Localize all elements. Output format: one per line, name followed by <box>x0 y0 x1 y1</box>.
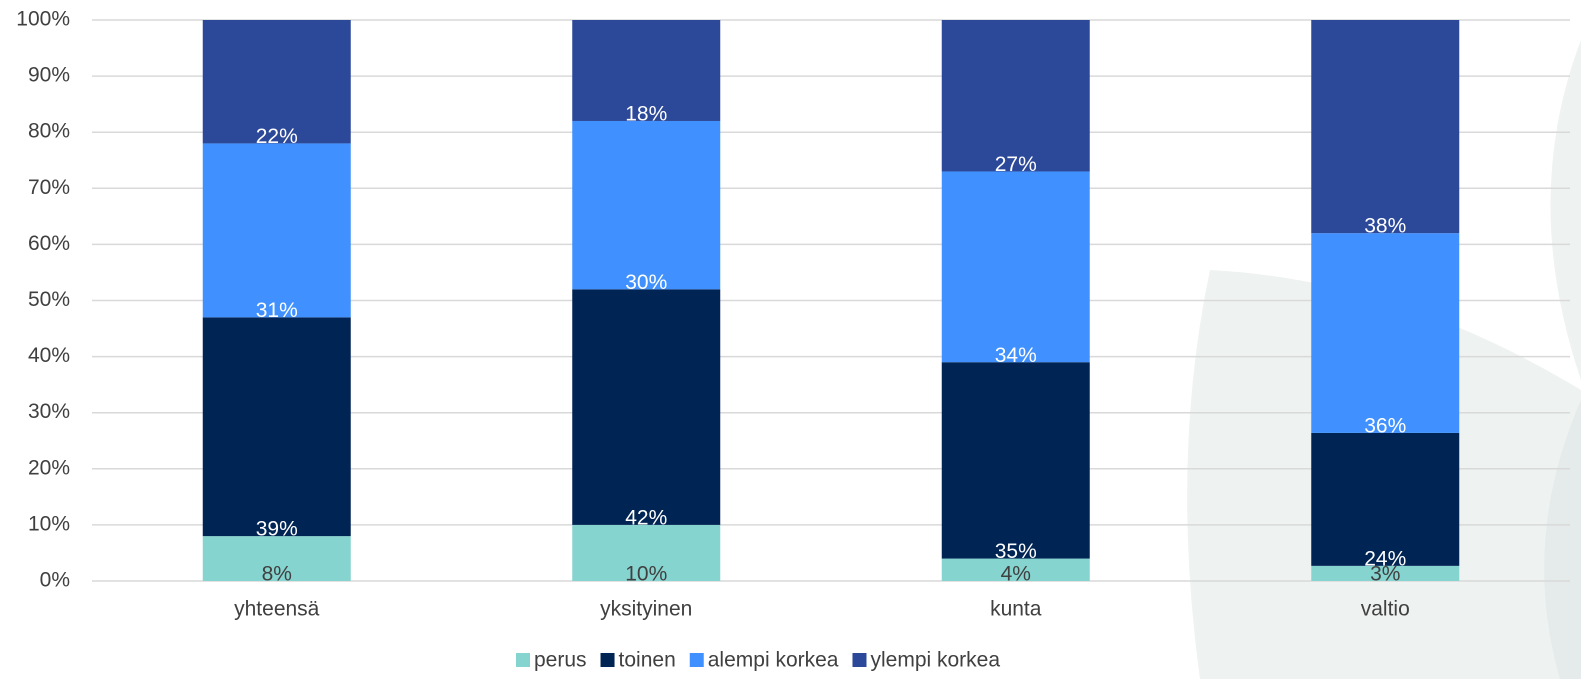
bar-segment <box>202 536 351 581</box>
data-label: 4% <box>1001 563 1031 586</box>
y-tick-label: 0% <box>40 569 70 592</box>
legend-label: ylempi korkea <box>870 649 1000 672</box>
data-label: 35% <box>995 540 1037 563</box>
bar-segment <box>572 524 721 581</box>
bar-segment <box>941 171 1090 363</box>
legend-swatch <box>689 653 704 667</box>
x-tick-label: valtio <box>1361 598 1410 621</box>
y-tick-label: 70% <box>28 176 70 199</box>
legend-swatch <box>516 653 530 667</box>
legend-swatch <box>600 653 615 667</box>
bar-segment <box>1311 233 1460 433</box>
x-tick-label: kunta <box>990 598 1042 621</box>
data-label: 10% <box>625 563 667 586</box>
data-label: 39% <box>256 518 298 541</box>
bar-segment <box>1311 20 1460 234</box>
y-tick-label: 50% <box>28 288 70 311</box>
bar-segment <box>572 20 721 121</box>
data-label: 18% <box>625 103 667 126</box>
data-label: 24% <box>1364 547 1406 570</box>
bar-segment <box>941 20 1090 172</box>
legend-swatch <box>852 653 867 667</box>
y-tick-label: 10% <box>28 512 70 535</box>
data-label: 34% <box>995 344 1037 367</box>
bar-segment <box>572 120 721 290</box>
data-label: 38% <box>1364 215 1406 238</box>
data-label: 3% <box>1370 563 1400 586</box>
data-label: 27% <box>995 153 1037 176</box>
data-label: 8% <box>262 563 292 586</box>
y-tick-label: 20% <box>28 456 70 479</box>
bar-segment <box>941 558 1090 581</box>
data-label: 22% <box>256 125 298 148</box>
legend-label: toinen <box>619 649 676 672</box>
y-tick-label: 60% <box>28 232 70 255</box>
bar-segment <box>572 289 721 525</box>
bar-segment <box>202 317 351 537</box>
bar-segment <box>1311 565 1460 581</box>
y-tick-label: 80% <box>28 120 70 143</box>
legend-label: alempi korkea <box>708 649 839 672</box>
data-label: 36% <box>1364 414 1406 437</box>
data-label: 30% <box>625 271 667 294</box>
y-tick-label: 30% <box>28 400 70 423</box>
legend-label: perus <box>534 649 587 672</box>
y-tick-label: 40% <box>28 344 70 367</box>
y-tick-label: 90% <box>28 64 70 87</box>
bar-segment <box>1311 432 1460 566</box>
y-tick-label: 100% <box>16 8 70 31</box>
bar-segment <box>202 143 351 318</box>
data-label: 31% <box>256 299 298 322</box>
x-tick-label: yhteensä <box>234 598 320 621</box>
data-label: 42% <box>625 506 667 529</box>
bar-segment <box>941 362 1090 559</box>
legend: perus toinen alempi korkea ylempi korkea <box>516 649 1000 672</box>
bar-segment <box>202 20 351 144</box>
x-tick-label: yksityinen <box>600 598 692 621</box>
